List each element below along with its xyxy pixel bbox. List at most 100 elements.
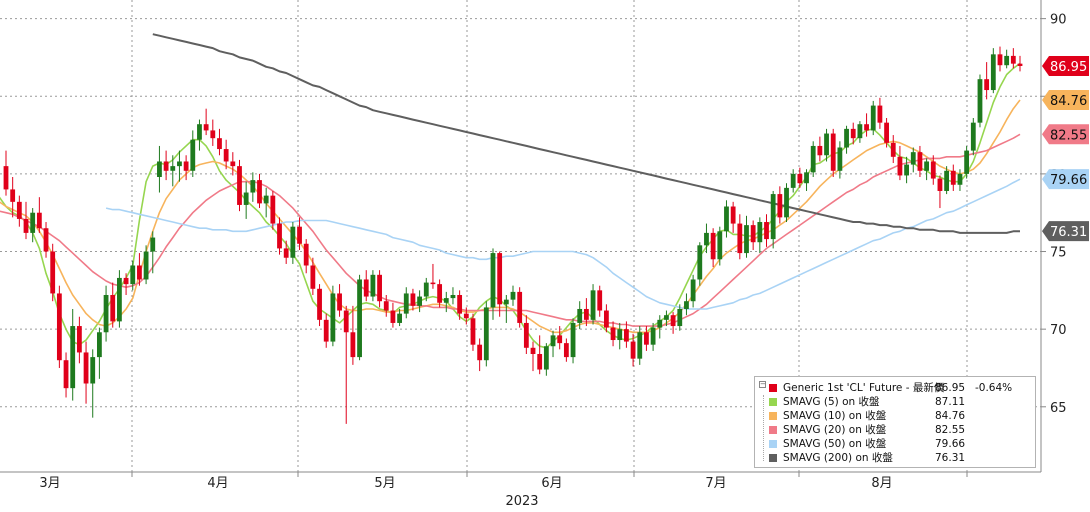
candle [637,326,643,365]
candle [744,215,749,258]
candle-body [990,54,996,91]
candle-body [210,130,216,139]
legend-row-sma20: SMAVG (20) on 收盤 82.55 [755,423,1037,437]
candle [190,130,196,177]
y-tick-label: 75 [1050,246,1067,261]
candle [243,181,249,219]
candle-body [624,329,629,342]
candle [577,301,583,330]
candle [90,349,96,418]
candle [917,145,923,177]
candle-body [36,212,42,229]
candle-body [70,326,76,389]
candle-body [910,152,916,165]
candle [263,187,269,218]
candle [410,288,416,311]
candle-body [443,298,449,303]
candle [457,290,463,320]
candle-body [770,194,776,240]
candle [210,119,216,146]
candle [157,145,162,193]
candle [350,305,356,365]
candle [123,273,129,295]
price-tag: 76.31 [1042,221,1089,242]
candle [76,316,82,364]
candle-body [850,128,856,139]
candle-body [777,194,783,218]
candle-body [784,187,789,218]
candle [463,307,469,325]
y-tick-label: 65 [1050,401,1067,416]
candle [70,308,76,401]
candle-body [844,128,849,148]
candle-body [217,138,222,150]
x-tick-label: 7月 [705,476,726,491]
candle [357,274,362,361]
candle-body [704,232,709,246]
candle [737,214,743,260]
candle-body [230,161,236,167]
legend-tree-line [763,395,765,461]
candle-body [450,295,456,299]
legend-swatch-sma200 [769,454,777,462]
candle-body [610,327,616,341]
candle-body [637,332,643,359]
x-tick-label: 6月 [541,476,562,491]
legend-label: SMAVG (50) on 收盤 [783,438,887,450]
candle [523,315,529,354]
candle-body [750,225,756,243]
legend-label: SMAVG (200) on 收盤 [783,452,893,464]
candle-body [490,253,496,308]
candle-body [317,288,322,320]
candle-body [583,308,589,320]
candle [750,220,756,250]
candle-body [684,301,689,309]
candle [423,277,429,302]
candle-body [790,173,796,188]
legend-swatch-sma5 [769,398,777,406]
candle [310,257,316,295]
legend-label: Generic 1st 'CL' Future - 最新價 [783,382,945,394]
candle-body [50,251,56,294]
candle-body [970,122,976,151]
candle-body [897,156,903,176]
candle [137,253,142,286]
candle [277,217,282,255]
candle-body [944,170,950,191]
candle-body [497,253,503,305]
legend-row-sma200: SMAVG (200) on 收盤 76.31 [755,451,1037,465]
candle [797,167,803,188]
collapse-icon[interactable]: − [759,380,766,388]
candle-body [96,332,102,358]
candle-body [950,170,956,185]
candle-body [590,290,596,320]
candle-body [330,293,336,342]
candle-body [630,341,636,359]
candle-body [857,124,863,139]
candle [930,155,936,185]
candle [170,155,176,187]
candle [550,330,556,358]
candle-body [397,313,402,323]
candle [343,305,349,424]
candle [630,333,636,367]
candle [837,141,843,179]
candle-body [690,279,696,302]
candle-body [1017,63,1023,66]
candle-body [530,347,536,354]
price-tag: 79.66 [1042,169,1089,190]
candle [257,173,262,209]
candle [217,128,222,156]
legend-value: 82.55 [935,424,966,436]
candle-body [764,222,769,240]
candle [417,290,423,313]
candle-body [417,296,423,306]
price-tag-bg [1042,124,1089,145]
chart-legend: − Generic 1st 'CL' Future - 最新價 86.95 -0… [754,376,1036,468]
candle [864,113,869,137]
candle [1017,55,1023,72]
candle [183,155,189,181]
candle [897,145,903,181]
candle [510,285,516,306]
candle-body [817,145,823,156]
